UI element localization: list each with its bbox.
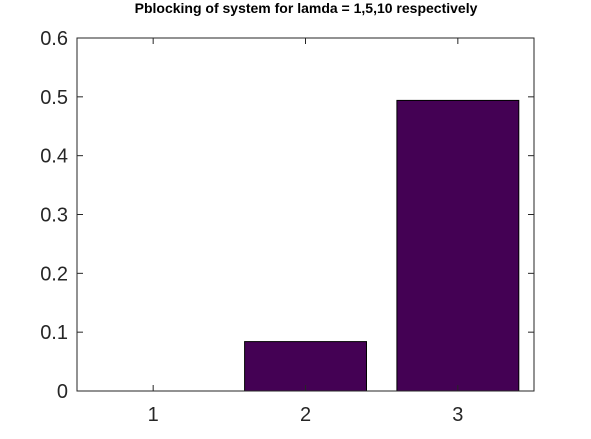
- y-tick-label: 0.4: [40, 146, 68, 168]
- chart-title: Pblocking of system for lamda = 1,5,10 r…: [135, 0, 478, 16]
- y-tick-label: 0.5: [40, 87, 68, 109]
- y-tick-label: 0.3: [40, 205, 68, 227]
- y-tick-label: 0.1: [40, 322, 68, 344]
- x-tick-label: 1: [148, 404, 159, 426]
- y-tick-label: 0: [57, 381, 68, 403]
- y-tick-label: 0.2: [40, 263, 68, 285]
- y-tick-label: 0.6: [40, 28, 68, 50]
- x-tick-label: 2: [300, 404, 311, 426]
- bar-3: [396, 99, 520, 392]
- plot-area: 0 0.1 0.2 0.3 0.4 0.5 0.6 1 2 3: [40, 28, 535, 426]
- bar-2: [244, 341, 368, 392]
- x-tick-label: 3: [452, 404, 463, 426]
